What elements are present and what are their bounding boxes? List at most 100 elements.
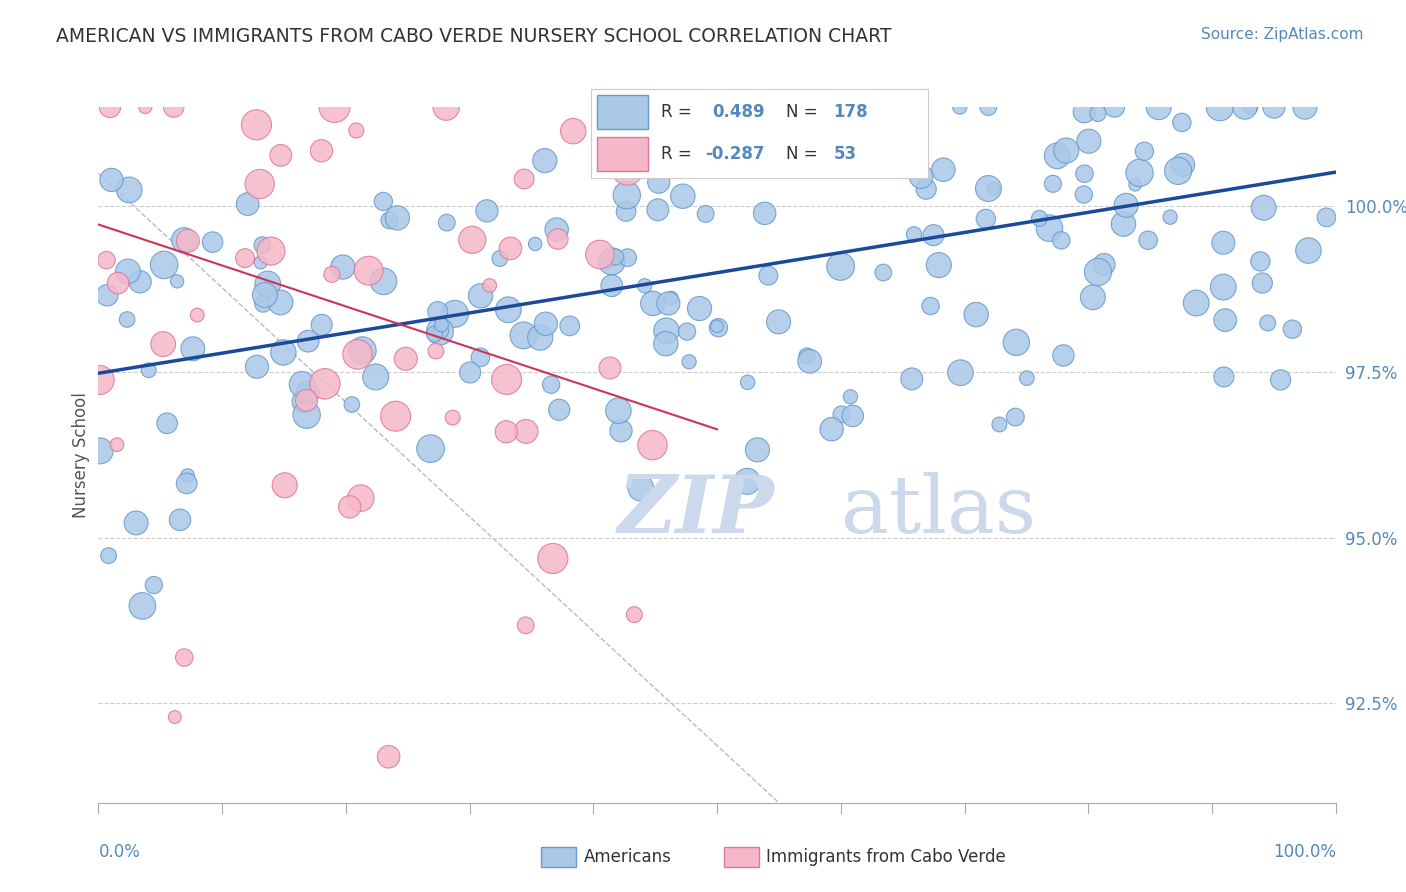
Point [498,302,520,317]
Point [672,189,695,203]
Point [495,425,517,439]
Point [1128,166,1150,180]
Point [1298,244,1320,258]
Point [1147,100,1170,114]
Point [799,354,821,368]
Text: N =: N = [786,103,818,121]
Point [163,710,186,724]
Point [176,476,198,491]
Point [138,363,160,377]
Point [1115,198,1137,212]
Point [274,478,297,492]
Point [1038,221,1060,235]
Point [297,386,319,401]
Point [340,398,363,412]
Point [1270,373,1292,387]
Point [364,370,387,384]
Point [461,233,484,247]
Point [97,549,120,563]
FancyBboxPatch shape [598,137,648,171]
Point [616,188,638,202]
Text: ZIP: ZIP [619,472,775,549]
Point [734,100,756,114]
Point [678,355,700,369]
Point [589,247,612,261]
Text: Source: ZipAtlas.com: Source: ZipAtlas.com [1201,27,1364,42]
Point [1015,371,1038,385]
Point [1081,290,1104,304]
Point [1263,100,1285,114]
Point [614,204,637,219]
Point [616,251,638,265]
Point [117,264,139,278]
Point [1239,100,1261,114]
Point [666,156,689,170]
Point [1004,410,1026,425]
Point [311,318,333,332]
Point [332,260,354,274]
Point [1133,145,1156,159]
Point [830,408,852,422]
Point [387,211,409,225]
Point [458,366,481,380]
Point [965,308,987,322]
Point [426,304,449,318]
Point [605,250,627,264]
Point [1233,100,1256,114]
FancyBboxPatch shape [598,95,648,129]
Point [915,182,938,196]
Point [689,301,711,316]
Point [246,359,269,374]
Point [233,251,256,265]
Point [818,114,841,128]
Point [270,148,292,162]
Text: 0.489: 0.489 [711,103,765,121]
Point [89,373,111,387]
Point [830,260,852,274]
Point [910,169,932,184]
Point [600,254,623,268]
Point [872,266,894,280]
Point [429,324,451,338]
Point [273,345,295,359]
Point [311,144,333,158]
Point [152,337,174,351]
Point [96,288,118,302]
Point [623,607,645,622]
Point [436,216,458,230]
Point [1050,233,1073,247]
Point [1213,313,1236,327]
Text: 100.0%: 100.0% [1272,843,1336,861]
Point [1281,322,1303,336]
Point [105,437,128,451]
Point [1171,115,1194,129]
Point [173,650,195,665]
Text: N =: N = [786,145,818,163]
Point [524,236,547,251]
Point [515,618,537,632]
Point [598,252,620,266]
Point [125,516,148,530]
Point [655,324,678,338]
Point [735,475,758,489]
Point [395,351,418,366]
Point [419,442,441,456]
Point [236,197,259,211]
Point [373,274,395,288]
Point [534,317,557,331]
Text: R =: R = [661,145,692,163]
Point [1054,144,1077,158]
Point [430,318,453,332]
Point [478,278,501,293]
Text: AMERICAN VS IMMIGRANTS FROM CABO VERDE NURSERY SCHOOL CORRELATION CHART: AMERICAN VS IMMIGRANTS FROM CABO VERDE N… [56,27,891,45]
Point [1257,316,1279,330]
Point [515,425,537,439]
Point [252,296,274,310]
Text: -0.287: -0.287 [706,145,765,163]
Point [676,325,699,339]
Point [423,327,446,342]
Point [1104,100,1126,114]
Point [533,153,555,168]
Text: R =: R = [661,103,692,121]
Point [1159,210,1181,224]
